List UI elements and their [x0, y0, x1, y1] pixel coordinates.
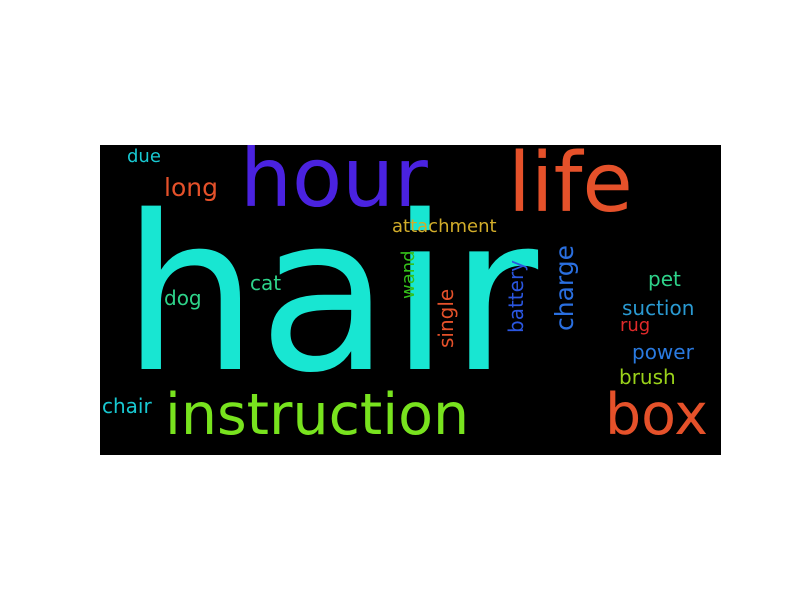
word-power: power: [632, 340, 694, 364]
word-suction: suction: [622, 296, 695, 320]
word-life: life: [508, 145, 633, 231]
word-hair: hair: [122, 169, 539, 420]
word-pet: pet: [648, 267, 681, 291]
word-cat: cat: [250, 271, 282, 295]
word-wand: wand: [398, 250, 419, 299]
word-chair: chair: [102, 394, 152, 418]
word-long: long: [164, 173, 218, 202]
word-dog: dog: [164, 286, 202, 310]
word-single: single: [434, 288, 458, 348]
word-due: due: [127, 146, 161, 167]
word-rug: rug: [620, 315, 651, 336]
word-box: box: [605, 382, 709, 448]
word-cloud: hair hour life instruction box long due …: [100, 145, 721, 455]
word-brush: brush: [619, 365, 676, 389]
word-charge: charge: [550, 245, 579, 331]
word-attachment: attachment: [392, 216, 497, 237]
word-battery: battery: [504, 260, 528, 333]
word-instruction: instruction: [165, 382, 470, 448]
word-hour: hour: [240, 145, 428, 226]
